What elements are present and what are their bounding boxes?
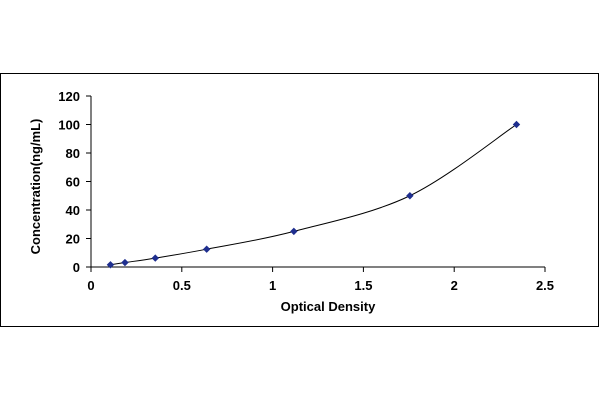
data-point	[512, 120, 521, 129]
y-tick-label: 40	[66, 203, 80, 218]
y-tick-label: 60	[66, 175, 80, 190]
x-tick-label: 0.5	[173, 278, 191, 293]
data-point	[121, 258, 129, 267]
x-tick-label: 2.5	[536, 278, 554, 293]
y-tick-label: 100	[58, 118, 80, 133]
y-tick-label: 20	[66, 232, 80, 247]
data-point	[106, 261, 115, 269]
x-tick-label: 1.5	[354, 278, 372, 293]
x-tick-label: 0	[87, 278, 94, 293]
axes	[90, 96, 545, 268]
y-tick-label: 80	[66, 146, 80, 161]
fit-curve	[110, 124, 517, 266]
x-tick-label: 1	[269, 278, 276, 293]
y-ticks: 0 20 40 60 80 100 120	[58, 89, 91, 275]
x-axis-title: Optical Density	[281, 299, 376, 314]
data-point	[202, 245, 211, 253]
y-tick-label: 0	[73, 260, 80, 275]
chart-frame	[0, 73, 599, 327]
x-tick-label: 2	[451, 278, 458, 293]
data-point	[290, 227, 298, 236]
y-axis-title: Concentration(ng/mL)	[28, 119, 43, 255]
data-points	[106, 120, 521, 269]
x-ticks: 0 0.5 1 1.5 2 2.5	[87, 267, 554, 293]
y-tick-label: 120	[58, 89, 80, 104]
data-point	[151, 254, 159, 262]
data-point	[406, 192, 414, 200]
